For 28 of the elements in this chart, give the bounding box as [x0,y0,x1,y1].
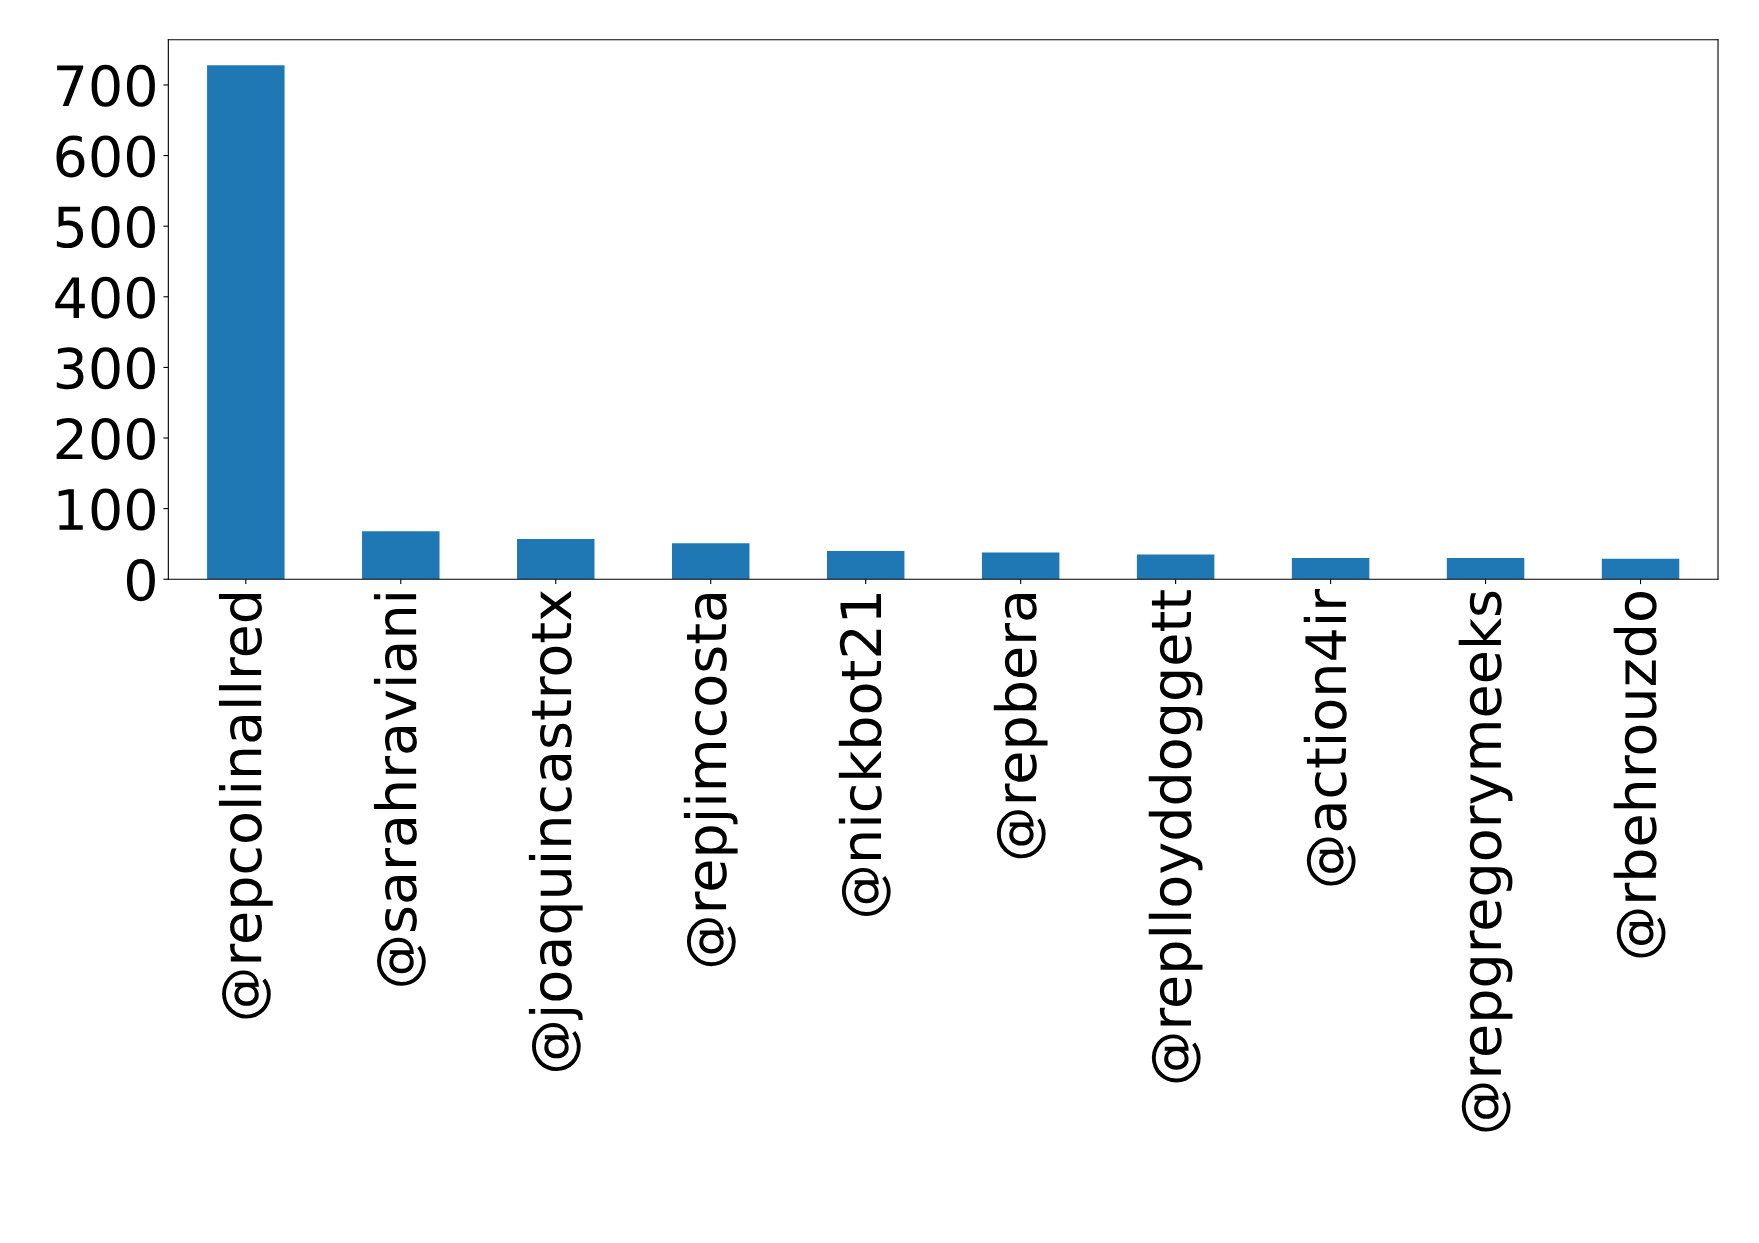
bar [1291,558,1370,580]
x-tick-label: @joaquincastrotx [528,590,583,1071]
x-tick-label: @rbehrouzdo [1613,592,1666,958]
x-tick-label: @action4ir [1303,588,1356,886]
bar [1136,554,1215,580]
bar [981,552,1060,580]
bar [1446,558,1525,580]
bar [362,531,440,580]
y-tick-label: 300 [56,347,155,390]
x-tick-label: @nickbot21 [838,594,891,916]
y-tick-label: 600 [56,135,155,178]
x-tick-label: @repcolinallred [218,594,273,1019]
x-tick-label: @repgregorymeeks [1458,591,1513,1132]
y-tick-label: 700 [57,64,155,107]
y-tick-label: 0 [126,559,155,602]
y-tick-label: 100 [58,488,155,531]
bar [826,550,905,580]
bar [207,65,285,580]
y-tick-label: 500 [56,206,155,249]
bar [1601,558,1680,580]
bar [517,538,595,580]
y-tick-label: 200 [56,417,155,460]
x-tick-label: @repjimcosta [683,594,738,967]
x-tick-label: @sarahraviani [373,594,426,986]
x-tick-label: @repbera [993,594,1048,859]
y-tick-label: 400 [55,276,155,319]
x-tick-label: @replloyddoggett [1148,590,1203,1083]
bar [671,543,750,580]
